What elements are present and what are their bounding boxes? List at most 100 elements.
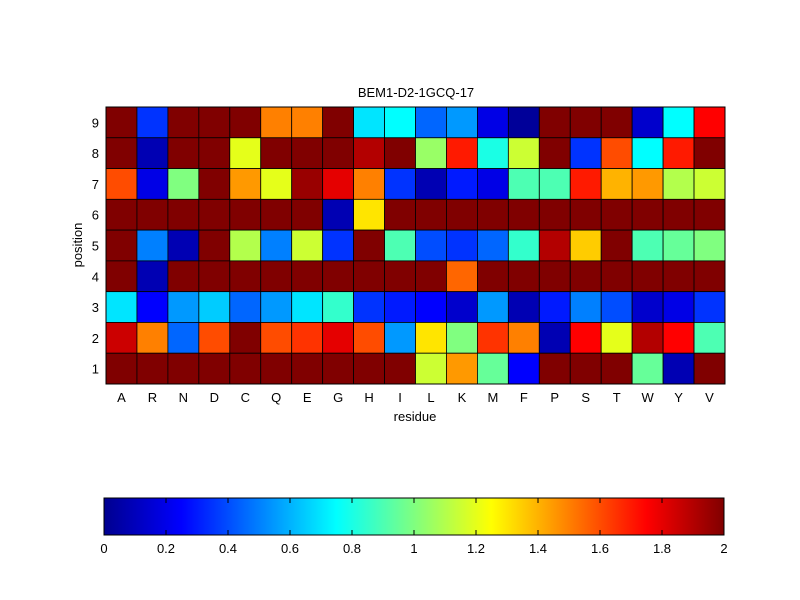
heatmap-cell <box>476 168 509 200</box>
heatmap-cell <box>569 198 602 231</box>
y-axis-label: position <box>70 223 85 268</box>
heatmap-cell <box>229 168 262 200</box>
heatmap-cell <box>538 260 571 293</box>
heatmap-cell <box>507 322 540 354</box>
y-tick-label: 2 <box>92 331 99 346</box>
heatmap-cell <box>631 291 664 323</box>
x-tick-label: K <box>458 390 467 405</box>
heatmap-cell <box>693 198 726 231</box>
heatmap-cell <box>446 322 478 354</box>
heatmap-cell <box>507 260 540 293</box>
heatmap-cell <box>260 229 293 262</box>
heatmap-cell <box>167 229 200 262</box>
heatmap-cell <box>538 352 571 385</box>
heatmap-cell <box>384 106 416 139</box>
heatmap-cell <box>662 322 695 354</box>
heatmap-cell <box>167 291 200 323</box>
heatmap-cell <box>476 198 509 231</box>
x-tick-label: H <box>364 390 373 405</box>
heatmap-cell <box>507 137 540 169</box>
heatmap-cell <box>569 352 602 385</box>
heatmap-cell <box>507 291 540 323</box>
heatmap-cell <box>260 322 293 354</box>
heatmap-cell <box>105 168 138 200</box>
heatmap-cell <box>167 106 200 139</box>
heatmap-cell <box>415 198 447 231</box>
heatmap-cell <box>353 106 385 139</box>
heatmap-cell <box>229 198 262 231</box>
heatmap-cell <box>631 322 664 354</box>
heatmap-cell <box>662 260 695 293</box>
heatmap-cell <box>415 168 447 200</box>
heatmap-cell <box>229 229 262 262</box>
heatmap-cell <box>198 260 231 293</box>
heatmap-cell <box>353 291 385 323</box>
heatmap-cell <box>353 260 385 293</box>
heatmap-cell <box>384 137 416 169</box>
heatmap-cell <box>260 198 293 231</box>
heatmap-cell <box>136 106 169 139</box>
heatmap-cell <box>631 352 664 385</box>
x-tick-label: T <box>613 390 621 405</box>
heatmap-cell <box>353 198 385 231</box>
heatmap-cell <box>384 229 416 262</box>
x-tick-label: F <box>520 390 528 405</box>
heatmap-cell <box>384 322 416 354</box>
colorbar-tick-label: 1.2 <box>467 541 485 556</box>
heatmap-cell <box>260 291 293 323</box>
heatmap-cell <box>446 168 478 200</box>
colorbar-tick-label: 0.2 <box>157 541 175 556</box>
heatmap-cell <box>662 137 695 169</box>
heatmap-cell <box>631 229 664 262</box>
heatmap-cell <box>291 106 324 139</box>
heatmap-cell <box>693 352 726 385</box>
x-tick-label: P <box>550 390 559 405</box>
heatmap-cell <box>538 229 571 262</box>
heatmap-cell <box>446 106 478 139</box>
heatmap-cell <box>105 198 138 231</box>
x-tick-label: A <box>117 390 126 405</box>
colorbar-tick-label: 0.6 <box>281 541 299 556</box>
heatmap-cell <box>105 291 138 323</box>
heatmap-cell <box>662 291 695 323</box>
x-tick-label: I <box>398 390 402 405</box>
heatmap-cell <box>538 198 571 231</box>
heatmap-cell <box>322 260 354 293</box>
heatmap-cell <box>476 260 509 293</box>
heatmap-cell <box>322 229 354 262</box>
y-tick-label: 3 <box>92 300 99 315</box>
heatmap-cell <box>322 168 354 200</box>
y-tick-label: 6 <box>92 208 99 223</box>
heatmap-cell <box>507 229 540 262</box>
heatmap-cell <box>662 352 695 385</box>
heatmap-cell <box>291 322 324 354</box>
heatmap-cell <box>136 352 169 385</box>
heatmap-cell <box>167 260 200 293</box>
heatmap-cell <box>569 137 602 169</box>
x-tick-label: Y <box>674 390 683 405</box>
heatmap-cell <box>322 322 354 354</box>
heatmap-cell <box>384 260 416 293</box>
x-tick-label: Q <box>271 390 281 405</box>
colorbar <box>103 497 725 536</box>
heatmap-cell <box>353 229 385 262</box>
heatmap-cell <box>538 168 571 200</box>
heatmap-cell <box>569 106 602 139</box>
heatmap-cell <box>198 198 231 231</box>
y-tick-label: 4 <box>92 269 99 284</box>
heatmap-cell <box>476 229 509 262</box>
x-tick-label: L <box>427 390 434 405</box>
heatmap-cell <box>198 106 231 139</box>
heatmap-cell <box>569 291 602 323</box>
heatmap-cell <box>260 260 293 293</box>
heatmap-cell <box>353 352 385 385</box>
heatmap-cell <box>167 352 200 385</box>
heatmap-cell <box>538 106 571 139</box>
heatmap-cell <box>538 322 571 354</box>
heatmap-cell <box>600 137 633 169</box>
heatmap-cell <box>631 106 664 139</box>
heatmap-cell <box>631 168 664 200</box>
heatmap-cell <box>291 137 324 169</box>
heatmap-cell <box>600 168 633 200</box>
